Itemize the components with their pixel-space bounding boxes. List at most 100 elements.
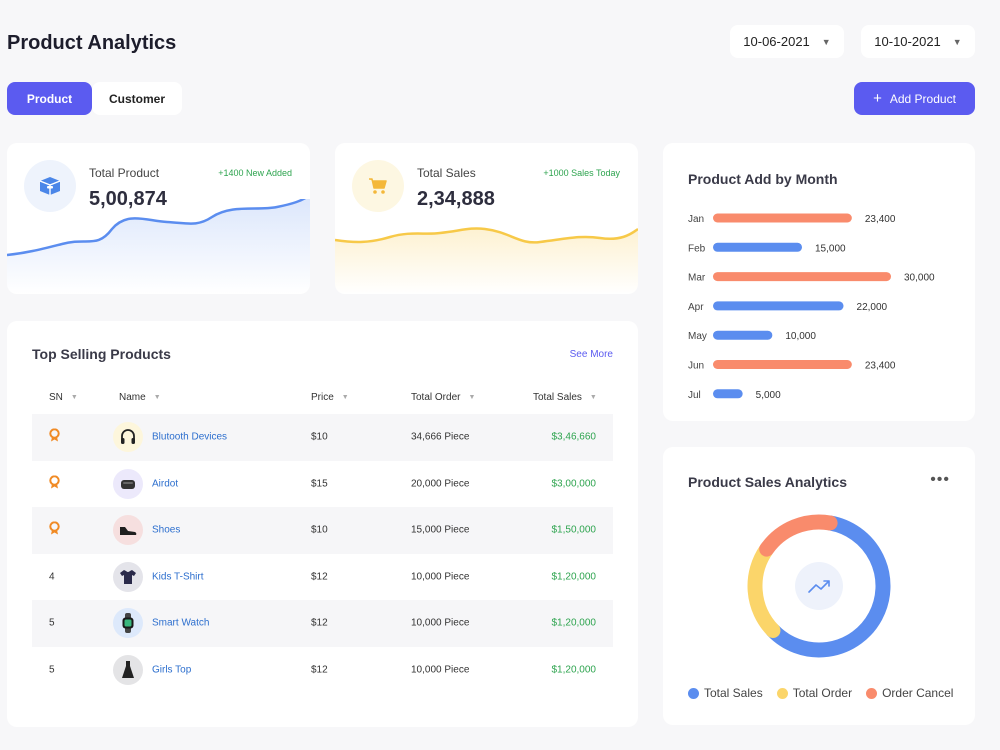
bar-value-label: 15,000 [815,243,846,254]
headphones-icon [113,422,143,453]
add-product-button[interactable]: + Add Product [854,82,975,115]
product-total-sales: $3,46,660 [551,431,597,443]
sort-icon: ▼ [341,394,349,401]
legend-label: Total Order [792,686,853,700]
product-total-sales: $3,00,000 [551,478,597,490]
bar-category-label: May [688,331,707,342]
total-sales-label: Total Sales [417,166,476,180]
bar-may[interactable] [713,330,773,340]
table-body: Blutooth Devices $10 34,666 Piece $3,46,660… [32,414,613,693]
total-product-value: 5,00,874 [89,188,167,210]
legend-label: Order Cancel [882,686,954,700]
column-header-price[interactable]: Price ▼ [311,392,349,403]
column-header-name[interactable]: Name ▼ [119,392,161,403]
product-total-order: 10,000 Piece [411,571,470,583]
bar-category-label: Feb [688,243,706,254]
legend-swatch [688,687,699,699]
bar-value-label: 23,400 [865,361,896,372]
bar-apr[interactable] [713,301,844,311]
legend-item: Total Sales [688,686,763,700]
donut-center [795,562,843,610]
product-price: $10 [311,524,328,536]
new-added-badge: +1400 New Added [218,168,292,178]
table-row[interactable]: Airdot $15 20,000 Piece $3,00,000 [32,461,613,508]
bar-value-label: 5,000 [756,390,781,401]
bar-value-label: 10,000 [785,331,816,342]
bar-feb[interactable] [713,242,802,252]
see-more-link[interactable]: See More [569,349,613,360]
product-sales-analytics-card: Product Sales Analytics ••• Total Sales … [663,447,975,725]
chevron-down-icon: ▼ [952,36,962,47]
product-total-order: 15,000 Piece [411,524,470,536]
row-sn: 5 [49,617,55,629]
bar-jan[interactable] [713,213,852,223]
table-row[interactable]: Blutooth Devices $10 34,666 Piece $3,46,660 [32,414,613,461]
bar-jul[interactable] [713,389,743,399]
product-total-sales: $1,20,000 [551,617,597,629]
table-row[interactable]: 5 Girls Top $12 10,000 Piece $1,20,000 [32,647,613,694]
column-label: Total Order [411,392,461,403]
column-label: Total Sales [533,392,582,403]
plus-icon: + [873,90,882,107]
product-total-order: 34,666 Piece [411,431,470,443]
cart-icon [352,160,404,212]
bar-jun[interactable] [713,360,852,369]
medal-icon [49,475,60,492]
trend-up-icon [808,580,830,593]
product-price: $10 [311,431,328,443]
medal-icon [49,428,60,446]
product-total-sales: $1,20,000 [551,571,597,583]
column-header-total-order[interactable]: Total Order ▼ [411,392,475,403]
product-name-link[interactable]: Girls Top [152,664,192,676]
total-sales-card: Total Sales 2,34,888 +1000 Sales Today [335,143,638,294]
column-header-sn[interactable]: SN ▼ [49,392,78,403]
product-name-link[interactable]: Shoes [152,524,181,536]
bar-value-label: 22,000 [857,302,888,313]
page-title: Product Analytics [7,32,177,54]
donut-slice-total-order[interactable] [747,541,781,638]
product-total-sales: $1,20,000 [551,664,597,676]
legend-item: Total Order [776,686,853,700]
donut-chart-title: Product Sales Analytics [688,474,847,490]
sort-icon: ▼ [589,394,597,401]
donut-slice-total-sales[interactable] [765,515,891,658]
column-header-total-sales[interactable]: Total Sales ▼ [533,392,597,403]
total-product-label: Total Product [89,166,160,180]
start-date-value: 10-06-2021 [743,34,810,49]
product-sales-donut-chart [747,514,891,658]
bar-category-label: Jun [688,361,704,372]
box-icon [24,160,76,212]
sales-today-badge: +1000 Sales Today [543,168,620,178]
product-name-link[interactable]: Kids T-Shirt [152,571,204,583]
end-date-select[interactable]: 10-10-2021 ▼ [861,25,975,58]
more-options-icon[interactable]: ••• [930,471,950,488]
table-header: SN ▼ Name ▼ Price ▼ Total Order ▼ Total Sale… [32,388,613,410]
product-name-link[interactable]: Smart Watch [152,617,210,629]
legend-swatch [866,687,878,699]
legend-swatch [776,687,788,699]
tab-product[interactable]: Product [7,82,92,115]
table-row[interactable]: 5 Smart Watch $12 10,000 Piece $1,20,000 [32,600,613,647]
bar-category-label: Jan [688,214,704,225]
sort-icon: ▼ [468,394,476,401]
bar-value-label: 30,000 [904,273,935,284]
table-row[interactable]: 4 Kids T-Shirt $12 10,000 Piece $1,20,000 [32,554,613,601]
start-date-select[interactable]: 10-06-2021 ▼ [730,25,844,58]
bar-mar[interactable] [713,272,891,282]
shoe-icon [113,515,143,546]
add-product-label: Add Product [889,91,956,106]
product-name-link[interactable]: Airdot [152,478,179,490]
product-name-link[interactable]: Blutooth Devices [152,431,228,443]
table-row[interactable]: Shoes $10 15,000 Piece $1,50,000 [32,507,613,554]
product-add-by-month-card: Product Add by Month Jan 23,400 Feb 15,000 M… [663,143,975,421]
tshirt-icon [113,561,143,592]
product-price: $15 [311,478,328,490]
product-total-order: 10,000 Piece [411,617,470,629]
total-sales-value: 2,34,888 [417,188,495,210]
sort-icon: ▼ [70,394,78,401]
row-sn: 5 [49,664,55,676]
tab-customer[interactable]: Customer [92,82,182,115]
bar-category-label: Jul [688,390,701,401]
donut-slice-order-cancel[interactable] [759,514,838,557]
watch-icon [113,608,143,639]
